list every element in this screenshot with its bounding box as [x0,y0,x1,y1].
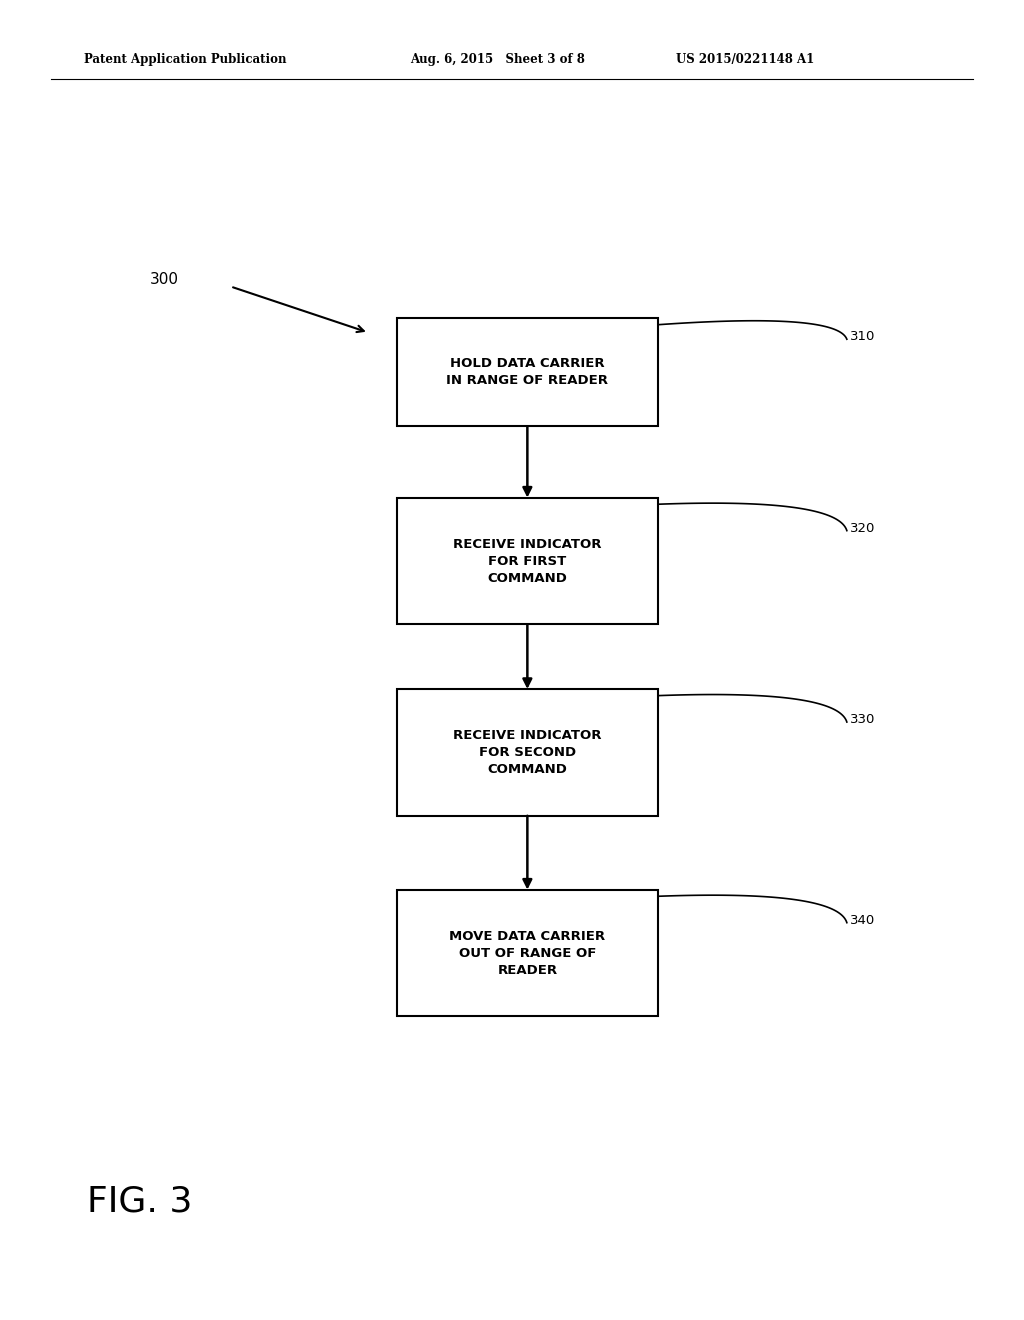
Bar [397,890,658,1016]
Text: RECEIVE INDICATOR
FOR FIRST
COMMAND: RECEIVE INDICATOR FOR FIRST COMMAND [453,537,602,585]
Text: Aug. 6, 2015   Sheet 3 of 8: Aug. 6, 2015 Sheet 3 of 8 [410,53,585,66]
Bar [397,318,658,426]
Text: MOVE DATA CARRIER
OUT OF RANGE OF
READER: MOVE DATA CARRIER OUT OF RANGE OF READER [450,929,605,977]
Text: 340: 340 [850,913,876,927]
Text: US 2015/0221148 A1: US 2015/0221148 A1 [676,53,814,66]
Text: Patent Application Publication: Patent Application Publication [84,53,287,66]
Text: RECEIVE INDICATOR
FOR SECOND
COMMAND: RECEIVE INDICATOR FOR SECOND COMMAND [453,729,602,776]
Text: HOLD DATA CARRIER
IN RANGE OF READER: HOLD DATA CARRIER IN RANGE OF READER [446,358,608,387]
Text: 320: 320 [850,521,876,535]
Text: 300: 300 [151,272,179,288]
Bar [397,689,658,816]
Bar [397,498,658,624]
Text: 310: 310 [850,330,876,343]
Text: 330: 330 [850,713,876,726]
Text: FIG. 3: FIG. 3 [87,1184,193,1218]
